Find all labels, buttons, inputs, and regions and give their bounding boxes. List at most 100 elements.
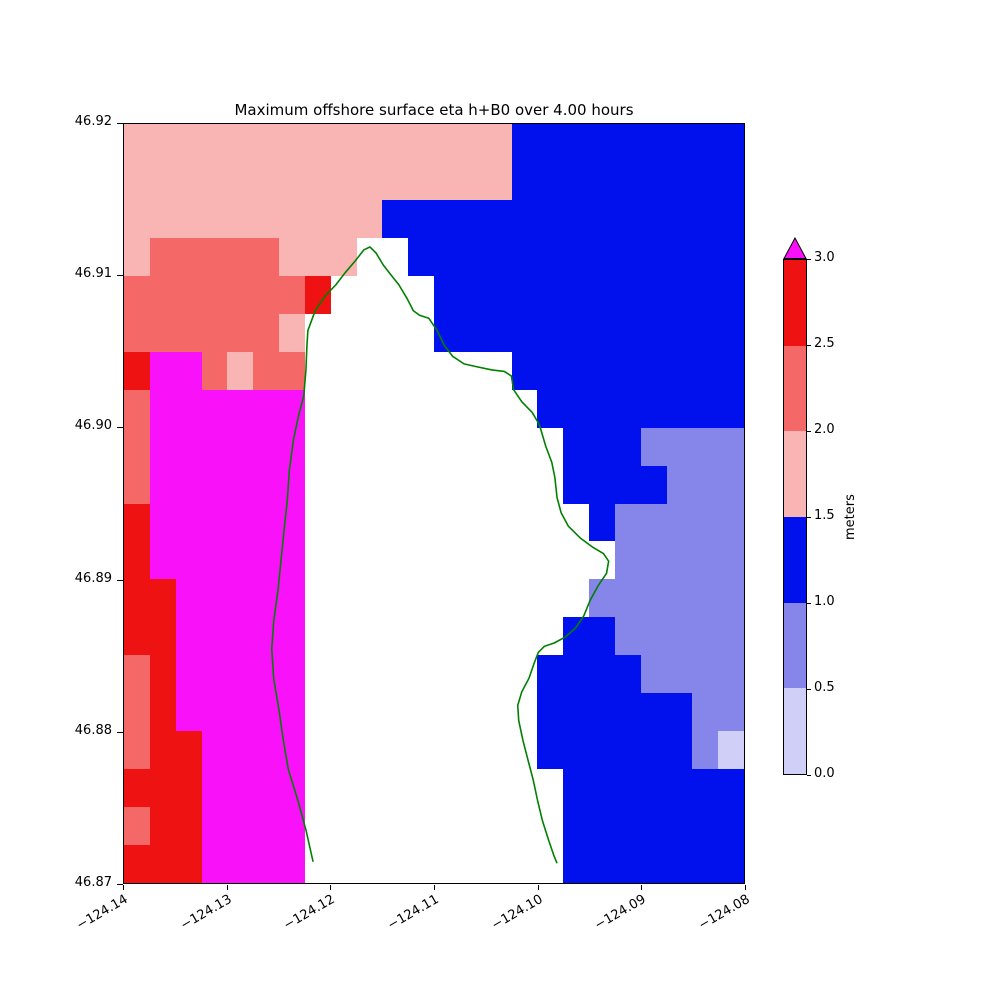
heatmap-cell	[589, 161, 615, 200]
heatmap-cell	[511, 769, 538, 808]
heatmap-cell	[382, 845, 409, 883]
heatmap-cell	[330, 427, 357, 466]
heatmap-cell	[124, 389, 150, 428]
heatmap-cell	[537, 655, 564, 694]
heatmap-cell	[589, 199, 615, 238]
heatmap-cell	[614, 693, 641, 732]
heatmap-cell	[304, 655, 331, 694]
heatmap-cell	[614, 655, 641, 694]
heatmap-cell	[279, 617, 305, 656]
heatmap-cell	[589, 275, 615, 314]
heatmap-cell	[640, 579, 667, 618]
heatmap-cell	[124, 161, 150, 200]
heatmap-cell	[537, 541, 564, 580]
heatmap-cell	[304, 389, 331, 428]
colorbar-tick-label: 0.5	[814, 680, 835, 695]
heatmap-cell	[330, 313, 357, 352]
heatmap-cell	[563, 579, 589, 618]
colorbar-tick-mark	[807, 517, 811, 518]
heatmap-cell	[382, 465, 409, 504]
heatmap-cell	[614, 427, 641, 466]
x-tick-mark	[641, 885, 643, 890]
y-tick-mark	[117, 427, 123, 429]
heatmap-cell	[485, 351, 512, 390]
heatmap-cell	[253, 731, 279, 770]
heatmap-cell	[614, 161, 641, 200]
heatmap-cell	[459, 199, 486, 238]
heatmap-cell	[511, 693, 538, 732]
heatmap-cell	[459, 237, 486, 276]
heatmap-cell	[614, 617, 641, 656]
colorbar-label: meters	[843, 494, 858, 540]
heatmap-cell	[149, 237, 176, 276]
heatmap-cell	[692, 389, 719, 428]
heatmap-cell	[356, 845, 383, 883]
heatmap-cell	[485, 617, 512, 656]
heatmap-cell	[227, 389, 254, 428]
heatmap-cell	[149, 655, 176, 694]
heatmap-cell	[304, 313, 331, 352]
heatmap-cell	[666, 769, 693, 808]
heatmap-cell	[692, 503, 719, 542]
heatmap-cell	[614, 389, 641, 428]
heatmap-cell	[227, 351, 254, 390]
heatmap-cell	[279, 503, 305, 542]
heatmap-cell	[666, 275, 693, 314]
heatmap-cell	[666, 693, 693, 732]
heatmap-cell	[537, 389, 564, 428]
heatmap-cell	[666, 161, 693, 200]
heatmap-cell	[537, 275, 564, 314]
heatmap-cell	[666, 389, 693, 428]
heatmap-cell	[563, 503, 589, 542]
heatmap-cell	[614, 769, 641, 808]
heatmap-cell	[589, 503, 615, 542]
heatmap-cell	[330, 731, 357, 770]
heatmap-cell	[640, 161, 667, 200]
heatmap-cell	[175, 579, 202, 618]
heatmap-cell	[356, 693, 383, 732]
heatmap-cell	[253, 655, 279, 694]
x-tick-label: −124.08	[696, 892, 753, 934]
colorbar-segment	[784, 345, 806, 432]
heatmap-cell	[304, 807, 331, 846]
colorbar-tick-label: 2.5	[814, 336, 835, 351]
heatmap-cell	[253, 161, 279, 200]
heatmap-cell	[434, 503, 460, 542]
heatmap-cell	[485, 389, 512, 428]
heatmap-cell	[279, 465, 305, 504]
heatmap-cell	[434, 275, 460, 314]
heatmap-cell	[537, 503, 564, 542]
y-tick-label: 46.89	[74, 570, 112, 586]
heatmap-cell	[175, 731, 202, 770]
heatmap-cell	[253, 541, 279, 580]
heatmap-cell	[201, 465, 228, 504]
colorbar-tick-mark	[807, 689, 811, 690]
heatmap-cell	[382, 161, 409, 200]
heatmap-cell	[459, 731, 486, 770]
heatmap-cell	[175, 389, 202, 428]
heatmap-cell	[330, 351, 357, 390]
heatmap-cell	[511, 617, 538, 656]
heatmap-cell	[304, 769, 331, 808]
y-tick-mark	[117, 579, 123, 581]
heatmap-cell	[124, 655, 150, 694]
heatmap-cell	[356, 237, 383, 276]
heatmap-cell	[149, 124, 176, 162]
heatmap-cell	[589, 655, 615, 694]
heatmap-cell	[279, 275, 305, 314]
heatmap-cell	[614, 807, 641, 846]
heatmap-cell	[692, 845, 719, 883]
heatmap-cell	[253, 693, 279, 732]
heatmap-cell	[201, 845, 228, 883]
heatmap-cell	[666, 731, 693, 770]
heatmap-cell	[227, 161, 254, 200]
y-tick-mark	[117, 884, 123, 885]
heatmap-cell	[640, 693, 667, 732]
heatmap-cell	[330, 124, 357, 162]
heatmap-cell	[718, 199, 744, 238]
heatmap-cell	[201, 693, 228, 732]
heatmap-cell	[201, 389, 228, 428]
heatmap-cell	[175, 503, 202, 542]
colorbar-tick-label: 0.0	[814, 766, 835, 781]
heatmap-cell	[149, 693, 176, 732]
